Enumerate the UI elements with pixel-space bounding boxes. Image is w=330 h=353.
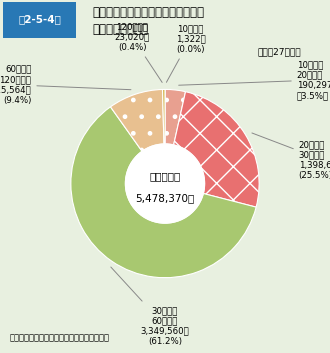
Text: （平成27年中）: （平成27年中） bbox=[258, 47, 302, 56]
Text: 60分以上
120分未満
515,564人
(9.4%): 60分以上 120分未満 515,564人 (9.4%) bbox=[0, 65, 131, 105]
Wedge shape bbox=[71, 107, 256, 278]
Text: 5,478,370人: 5,478,370人 bbox=[135, 193, 195, 203]
Text: 全搬送人員: 全搬送人員 bbox=[149, 171, 181, 181]
Text: 120分以上
23,020人
(0.4%): 120分以上 23,020人 (0.4%) bbox=[115, 22, 162, 82]
FancyBboxPatch shape bbox=[3, 2, 76, 38]
Circle shape bbox=[125, 144, 205, 223]
Wedge shape bbox=[162, 89, 165, 144]
Wedge shape bbox=[174, 92, 259, 207]
Text: 第2-5-4図: 第2-5-4図 bbox=[18, 14, 61, 24]
Text: 救急自動車による病院収容所要時間
別搬送人員の状況: 救急自動車による病院収容所要時間 別搬送人員の状況 bbox=[92, 6, 204, 36]
Text: 10分未満
1,322人
(0.0%): 10分未満 1,322人 (0.0%) bbox=[166, 24, 205, 82]
Text: 10分以上
20分未満
190,297人
（3.5%）: 10分以上 20分未満 190,297人 （3.5%） bbox=[179, 60, 330, 100]
Text: 30分以上
60分未満
3,349,560人
(61.2%): 30分以上 60分未満 3,349,560人 (61.2%) bbox=[111, 267, 189, 346]
Wedge shape bbox=[111, 89, 164, 151]
Text: 20分以上
30分未満
1,398,607人
(25.5%): 20分以上 30分未満 1,398,607人 (25.5%) bbox=[252, 133, 330, 180]
Wedge shape bbox=[165, 89, 185, 145]
Text: （備考）「救急業務実施状況調」により作成: （備考）「救急業務実施状況調」により作成 bbox=[10, 333, 110, 342]
